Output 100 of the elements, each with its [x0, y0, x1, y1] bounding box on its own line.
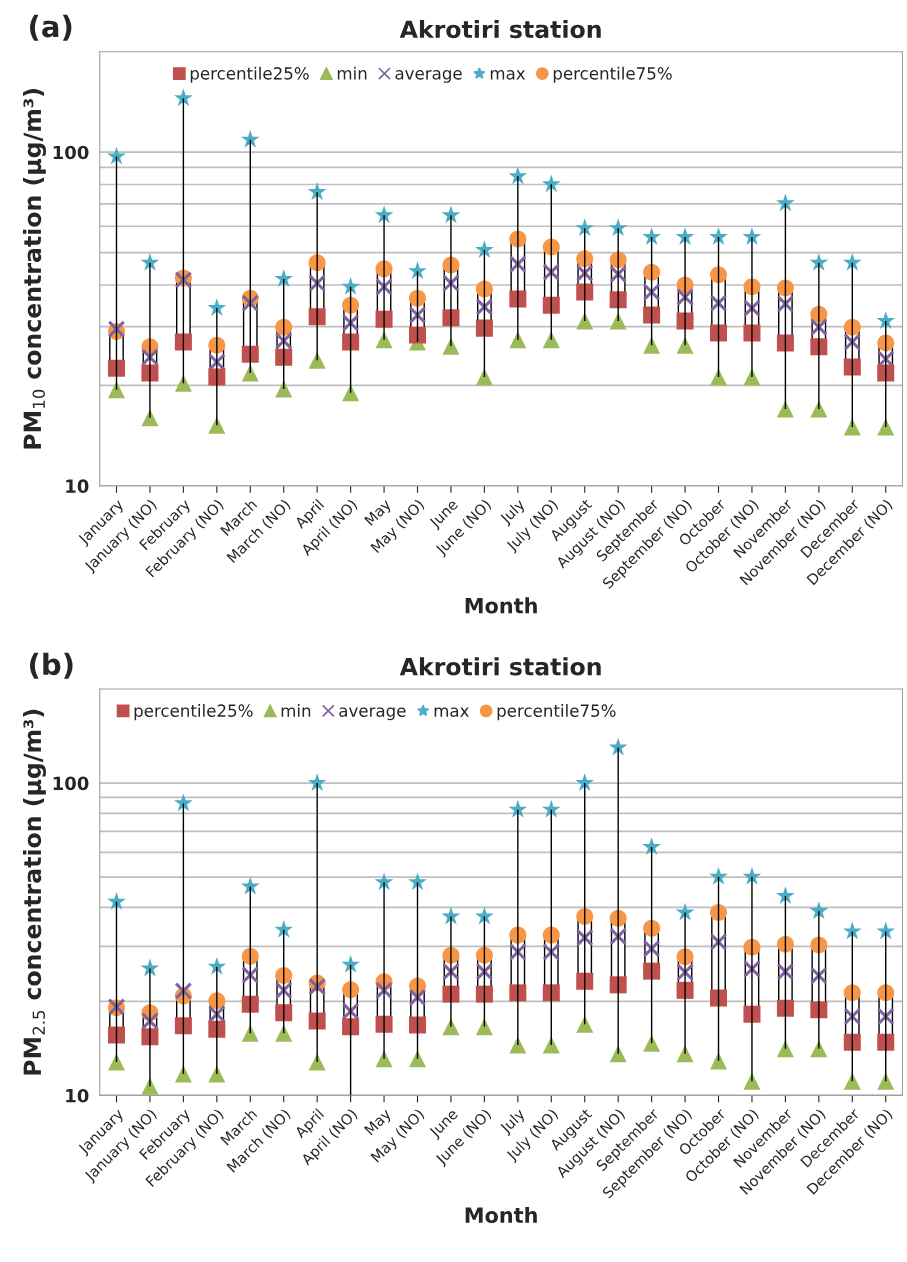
point [174, 1017, 192, 1035]
point [241, 294, 260, 312]
point [241, 947, 259, 965]
point [642, 283, 661, 301]
point [240, 876, 260, 895]
chart-title: Akrotiri station [399, 657, 601, 676]
point [174, 333, 192, 351]
point [843, 1033, 861, 1051]
y-tick-label: 100 [53, 776, 89, 791]
point [409, 1050, 427, 1068]
point [275, 1024, 293, 1042]
point [274, 919, 294, 938]
point [575, 928, 594, 947]
point [542, 263, 561, 281]
point [174, 1065, 192, 1083]
point [575, 773, 595, 792]
point [608, 218, 628, 237]
legend-label: max [490, 70, 526, 80]
point [709, 227, 728, 245]
point [542, 943, 561, 961]
point [709, 294, 728, 312]
point [342, 296, 360, 314]
point [843, 318, 861, 336]
point [475, 985, 493, 1003]
point [107, 381, 125, 399]
point [107, 1053, 125, 1071]
point [542, 296, 560, 314]
point [542, 1036, 560, 1054]
point [307, 773, 327, 792]
legend-label: max [434, 707, 469, 717]
point [475, 280, 493, 298]
point [776, 279, 794, 297]
point [809, 253, 829, 271]
y-axis-title: PM$_{10}$ concentration (μg/m³) [22, 89, 47, 449]
point [408, 988, 427, 1007]
y-tick-label: 10 [66, 1088, 89, 1103]
point [508, 166, 528, 185]
point [207, 957, 227, 975]
point [475, 906, 494, 925]
point [341, 276, 360, 295]
point [776, 935, 794, 953]
legend-label: min [281, 704, 311, 717]
y-axis-title: PM$_{2.5}$ concentration (μg/m³) [22, 709, 47, 1075]
point [207, 298, 227, 317]
point [843, 1072, 861, 1090]
point [643, 1034, 661, 1052]
point [241, 995, 259, 1013]
point [877, 364, 895, 382]
point [643, 919, 661, 937]
legend-label: percentile75% [553, 66, 672, 83]
point [542, 984, 560, 1002]
point [575, 218, 595, 237]
point [208, 416, 226, 434]
point [241, 1024, 259, 1042]
point [877, 1033, 895, 1051]
point [341, 1002, 360, 1021]
point [642, 837, 661, 855]
point [342, 981, 360, 999]
point [843, 333, 862, 351]
point [710, 1052, 728, 1070]
point [275, 348, 293, 366]
point [576, 907, 594, 925]
legend-label: average [339, 707, 406, 721]
point [408, 306, 427, 324]
point [275, 967, 293, 985]
point [643, 306, 661, 324]
point [642, 939, 661, 958]
point [843, 1007, 862, 1026]
point [174, 88, 193, 107]
point [842, 921, 862, 940]
point [408, 261, 427, 280]
point [308, 351, 326, 369]
point [441, 906, 461, 925]
point [776, 193, 795, 212]
point [208, 1065, 226, 1083]
point [475, 1018, 493, 1036]
y-tick-label: 10 [66, 479, 89, 493]
legend-label: average [395, 70, 462, 83]
point [876, 921, 896, 940]
point [341, 314, 360, 332]
point [608, 737, 628, 756]
point [409, 326, 427, 344]
point [877, 334, 895, 352]
point [576, 1015, 594, 1033]
point [174, 374, 192, 392]
point [843, 984, 861, 1002]
point [843, 358, 861, 376]
point [140, 253, 160, 271]
point [575, 264, 594, 282]
point [776, 999, 794, 1017]
point [508, 799, 528, 818]
point [274, 332, 293, 350]
x-axis-title: Month [465, 1206, 537, 1224]
y-tick-label: 100 [53, 145, 89, 160]
point [107, 146, 126, 165]
x-axis-title: Month [465, 597, 537, 614]
point [709, 933, 728, 951]
point [877, 984, 895, 1002]
point [709, 867, 728, 885]
point [809, 901, 829, 920]
